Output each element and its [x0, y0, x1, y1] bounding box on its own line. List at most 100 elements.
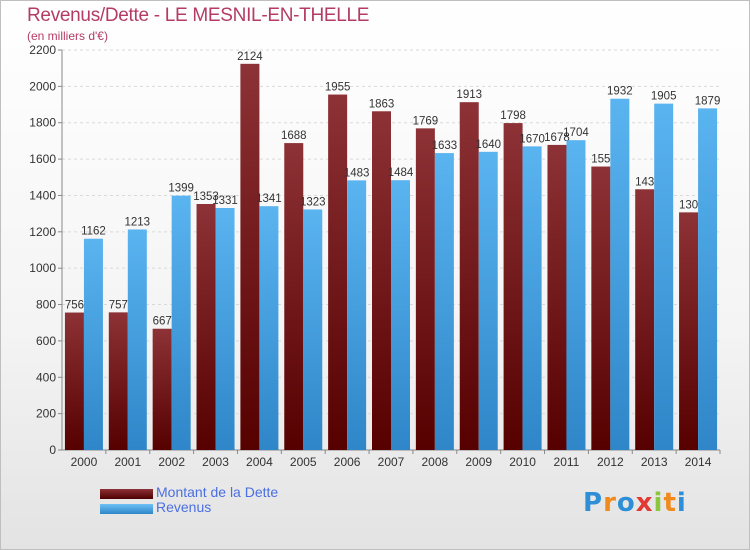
data-label-revenus: 1483	[344, 167, 370, 179]
data-label-revenus: 1213	[125, 216, 151, 228]
x-tick-label: 2000	[71, 455, 98, 469]
x-tick-label: 2012	[597, 455, 624, 469]
bar-revenus	[215, 208, 235, 450]
x-tick-label: 2006	[334, 455, 361, 469]
bar-revenus	[127, 229, 147, 450]
data-label-dette: 1955	[325, 82, 351, 94]
data-label-revenus: 1633	[432, 140, 458, 152]
legend-swatch-dette	[100, 489, 153, 499]
y-tick-label: 0	[49, 443, 56, 457]
bar-revenus	[478, 151, 498, 450]
bar-revenus	[83, 238, 103, 450]
bar-revenus	[434, 153, 454, 450]
x-tick-label: 2001	[114, 455, 141, 469]
bar-dette	[372, 111, 391, 450]
data-label-revenus: 1670	[519, 133, 545, 145]
y-tick-label: 1000	[29, 261, 56, 275]
y-tick-label: 600	[36, 334, 56, 348]
data-label-dette: 1863	[369, 98, 395, 110]
bar-dette	[679, 212, 699, 450]
bar-revenus	[698, 108, 718, 450]
y-tick-label: 2200	[29, 43, 56, 57]
logo-letter: r	[603, 488, 617, 518]
data-label-revenus: 1640	[475, 139, 501, 151]
y-tick-label: 1200	[29, 225, 56, 239]
y-tick-label: 1800	[29, 116, 56, 130]
legend-label-dette: Montant de la Dette	[156, 484, 279, 500]
data-label-dette: 1913	[456, 89, 482, 101]
bar-revenus	[347, 180, 367, 450]
data-label-revenus: 1341	[256, 193, 282, 205]
y-tick-label: 800	[36, 298, 56, 312]
bar-dette	[196, 204, 216, 450]
x-tick-label: 2014	[685, 455, 712, 469]
data-label-revenus: 1905	[651, 91, 677, 103]
bar-dette	[240, 63, 260, 451]
data-label-revenus: 1399	[168, 183, 194, 195]
bar-dette	[284, 143, 304, 450]
data-label-dette: 756	[65, 300, 84, 312]
bar-dette	[503, 123, 523, 450]
data-label-revenus: 1932	[607, 86, 633, 98]
bar-revenus	[566, 140, 586, 450]
proxiti-logo: Proxiti	[583, 488, 687, 518]
data-label-revenus: 1704	[563, 127, 589, 139]
data-label-revenus: 1323	[300, 196, 326, 208]
logo-letter: i	[653, 488, 664, 518]
data-label-dette: 130	[679, 199, 698, 211]
x-tick-label: 2010	[509, 455, 536, 469]
bar-revenus	[259, 206, 279, 450]
x-tick-label: 2011	[554, 455, 580, 469]
bar-revenus	[654, 103, 674, 451]
bar-revenus	[391, 180, 410, 450]
logo-letter: P	[583, 488, 604, 518]
logo-letter: t	[663, 488, 677, 518]
bar-revenus	[610, 98, 630, 451]
y-tick-label: 1400	[29, 188, 56, 202]
data-label-dette: 1353	[193, 191, 219, 203]
bar-dette	[108, 312, 128, 450]
x-tick-label: 2009	[465, 455, 492, 469]
data-label-dette: 155	[591, 154, 610, 166]
data-label-dette: 667	[153, 316, 172, 328]
bar-dette	[591, 166, 611, 450]
data-label-revenus: 1879	[695, 95, 721, 107]
data-label-dette: 1688	[281, 130, 307, 142]
y-tick-label: 1600	[29, 152, 56, 166]
bar-dette	[459, 102, 479, 450]
bar-dette	[547, 144, 567, 450]
x-tick-label: 2002	[158, 455, 185, 469]
x-tick-label: 2013	[641, 455, 668, 469]
x-tick-label: 2007	[378, 455, 405, 469]
chart-title: Revenus/Dette - LE MESNIL-EN-THELLE	[27, 5, 370, 26]
logo-letter: x	[635, 488, 654, 518]
data-label-dette: 143	[635, 176, 654, 188]
x-tick-label: 2005	[290, 455, 317, 469]
bar-revenus	[522, 146, 542, 450]
data-label-revenus: 1331	[212, 195, 238, 207]
bar-dette	[635, 189, 655, 451]
legend-label-revenus: Revenus	[156, 499, 212, 515]
x-tick-label: 2008	[422, 455, 449, 469]
bar-dette	[328, 94, 348, 450]
bar-dette	[152, 328, 172, 450]
bar-dette	[64, 312, 84, 450]
y-tick-label: 2000	[29, 79, 56, 93]
data-label-dette: 1678	[544, 132, 570, 144]
legend-swatch-revenus	[100, 504, 153, 514]
bar-revenus	[303, 209, 323, 450]
bar-dette	[415, 128, 435, 450]
y-tick-label: 400	[36, 370, 56, 384]
data-label-revenus: 1484	[388, 167, 414, 179]
logo-letter: o	[616, 488, 636, 518]
x-tick-label: 2003	[202, 455, 229, 469]
data-label-revenus: 1162	[81, 226, 106, 238]
data-label-dette: 2124	[237, 51, 263, 63]
bar-revenus	[171, 195, 191, 450]
chart-subtitle: (en milliers d'€)	[27, 29, 108, 43]
x-tick-label: 2004	[246, 455, 273, 469]
data-label-dette: 1798	[500, 110, 526, 122]
data-label-dette: 1769	[413, 115, 439, 127]
data-label-dette: 757	[109, 299, 128, 311]
